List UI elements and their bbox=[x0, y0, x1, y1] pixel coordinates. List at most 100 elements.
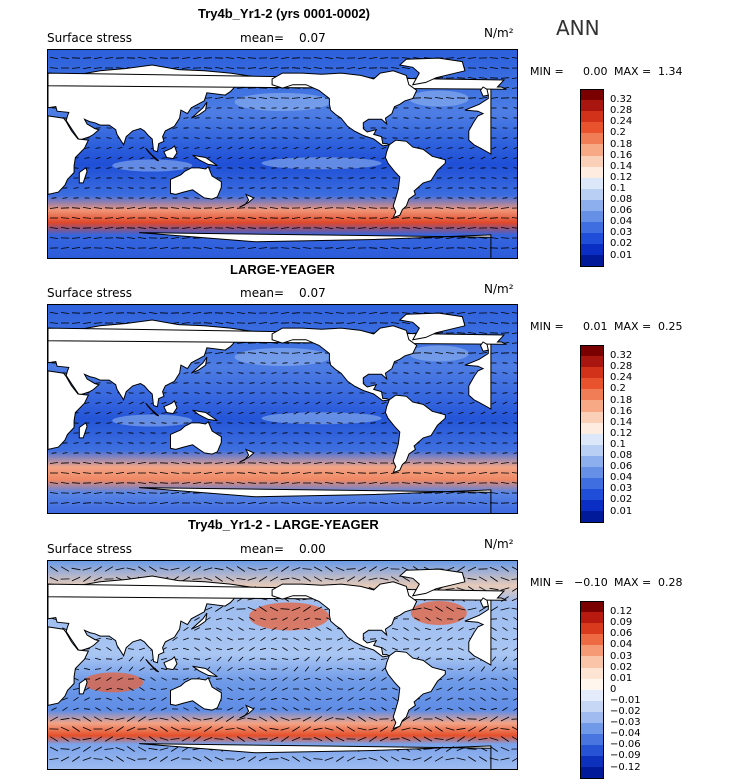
colorbar-row bbox=[580, 167, 604, 178]
colorbar-swatch bbox=[580, 478, 604, 489]
colorbar-swatch bbox=[580, 445, 604, 456]
colorbar-row bbox=[580, 255, 604, 266]
colorbar-row bbox=[580, 222, 604, 233]
colorbar-swatch bbox=[580, 467, 604, 478]
colorbar-swatch bbox=[580, 189, 604, 200]
colorbar-row bbox=[580, 100, 604, 111]
colorbar-row bbox=[580, 389, 604, 400]
colorbar-row bbox=[580, 701, 604, 712]
colorbar-row bbox=[580, 690, 604, 701]
panel-2-max-value: 0.25 bbox=[658, 320, 683, 333]
colorbar-row bbox=[580, 679, 604, 690]
panel-2-map bbox=[47, 304, 518, 514]
colorbar-row bbox=[580, 668, 604, 679]
colorbar-row bbox=[580, 467, 604, 478]
colorbar-swatch bbox=[580, 244, 604, 255]
colorbar-row bbox=[580, 456, 604, 467]
colorbar-swatch bbox=[580, 122, 604, 133]
colorbar-tick-label: −0.12 bbox=[610, 761, 641, 774]
colorbar-row bbox=[580, 367, 604, 378]
colorbar-row bbox=[580, 756, 604, 767]
colorbar-swatch bbox=[580, 623, 604, 634]
colorbar-swatch bbox=[580, 111, 604, 122]
colorbar-swatch bbox=[580, 511, 604, 522]
colorbar-swatch bbox=[580, 712, 604, 723]
panel-3-map bbox=[47, 560, 518, 770]
colorbar-swatch bbox=[580, 255, 604, 266]
panel-2-min-value: 0.01 bbox=[583, 320, 608, 333]
panel-3-min-value: −0.10 bbox=[574, 576, 608, 589]
colorbar-row bbox=[580, 511, 604, 522]
panel-3-mean-value: 0.00 bbox=[299, 542, 326, 556]
anomaly-patch bbox=[249, 602, 329, 630]
colorbar-swatch bbox=[580, 222, 604, 233]
colorbar-row bbox=[580, 489, 604, 500]
panel-2-mean-label: mean= bbox=[240, 286, 284, 300]
colorbar-swatch bbox=[580, 767, 604, 778]
panel-1-field-label: Surface stress bbox=[47, 31, 132, 45]
colorbar-row bbox=[580, 712, 604, 723]
anomaly-patch bbox=[411, 601, 467, 625]
colorbar-swatch bbox=[580, 178, 604, 189]
panel-2-units: N/m² bbox=[484, 282, 514, 296]
anomaly-patch bbox=[83, 672, 143, 692]
colorbar-row bbox=[580, 200, 604, 211]
colorbar-swatch bbox=[580, 423, 604, 434]
colorbar-swatch bbox=[580, 356, 604, 367]
colorbar-row bbox=[580, 656, 604, 667]
stress-band bbox=[409, 346, 469, 362]
colorbar-swatch bbox=[580, 412, 604, 423]
colorbar-swatch bbox=[580, 679, 604, 690]
colorbar-row bbox=[580, 445, 604, 456]
colorbar-swatch bbox=[580, 634, 604, 645]
colorbar-swatch bbox=[580, 367, 604, 378]
colorbar-swatch bbox=[580, 156, 604, 167]
panel-2-mean-value: 0.07 bbox=[299, 286, 326, 300]
colorbar-swatch bbox=[580, 89, 604, 100]
panel-3-units: N/m² bbox=[484, 537, 514, 551]
colorbar-swatch bbox=[580, 612, 604, 623]
colorbar-swatch bbox=[580, 489, 604, 500]
colorbar-row bbox=[580, 612, 604, 623]
panel-3-title: Try4b_Yr1-2 - LARGE-YEAGER bbox=[188, 517, 379, 532]
panel-1-max-label: MAX = bbox=[614, 65, 651, 78]
colorbar-row bbox=[580, 601, 604, 612]
panel-3-max-label: MAX = bbox=[614, 576, 651, 589]
colorbar-swatch bbox=[580, 211, 604, 222]
colorbar-swatch bbox=[580, 456, 604, 467]
colorbar-swatch bbox=[580, 345, 604, 356]
stress-band bbox=[262, 412, 382, 424]
colorbar-row bbox=[580, 378, 604, 389]
colorbar-tick-label: 0.01 bbox=[610, 505, 632, 518]
colorbar-row bbox=[580, 189, 604, 200]
colorbar-swatch bbox=[580, 144, 604, 155]
colorbar-row bbox=[580, 111, 604, 122]
stress-band bbox=[409, 91, 469, 107]
season-label: ANN bbox=[556, 16, 600, 40]
colorbar-swatch bbox=[580, 701, 604, 712]
colorbar-row bbox=[580, 745, 604, 756]
colorbar-swatch bbox=[580, 756, 604, 767]
colorbar-row bbox=[580, 345, 604, 356]
colorbar-row bbox=[580, 734, 604, 745]
panel-3-min-label: MIN = bbox=[530, 576, 564, 589]
colorbar-swatch bbox=[580, 434, 604, 445]
panel-3-max-value: 0.28 bbox=[658, 576, 683, 589]
colorbar-row bbox=[580, 434, 604, 445]
colorbar-swatch bbox=[580, 723, 604, 734]
colorbar-swatch bbox=[580, 200, 604, 211]
stress-band bbox=[112, 415, 192, 427]
colorbar-swatch bbox=[580, 656, 604, 667]
panel-1-map bbox=[47, 49, 518, 259]
panel-2-field-label: Surface stress bbox=[47, 286, 132, 300]
colorbar-swatch bbox=[580, 690, 604, 701]
panel-3-mean-label: mean= bbox=[240, 542, 284, 556]
colorbar-row bbox=[580, 156, 604, 167]
panel-1-min-label: MIN = bbox=[530, 65, 564, 78]
colorbar-swatch bbox=[580, 389, 604, 400]
colorbar-swatch bbox=[580, 378, 604, 389]
colorbar-swatch bbox=[580, 745, 604, 756]
colorbar-row bbox=[580, 412, 604, 423]
